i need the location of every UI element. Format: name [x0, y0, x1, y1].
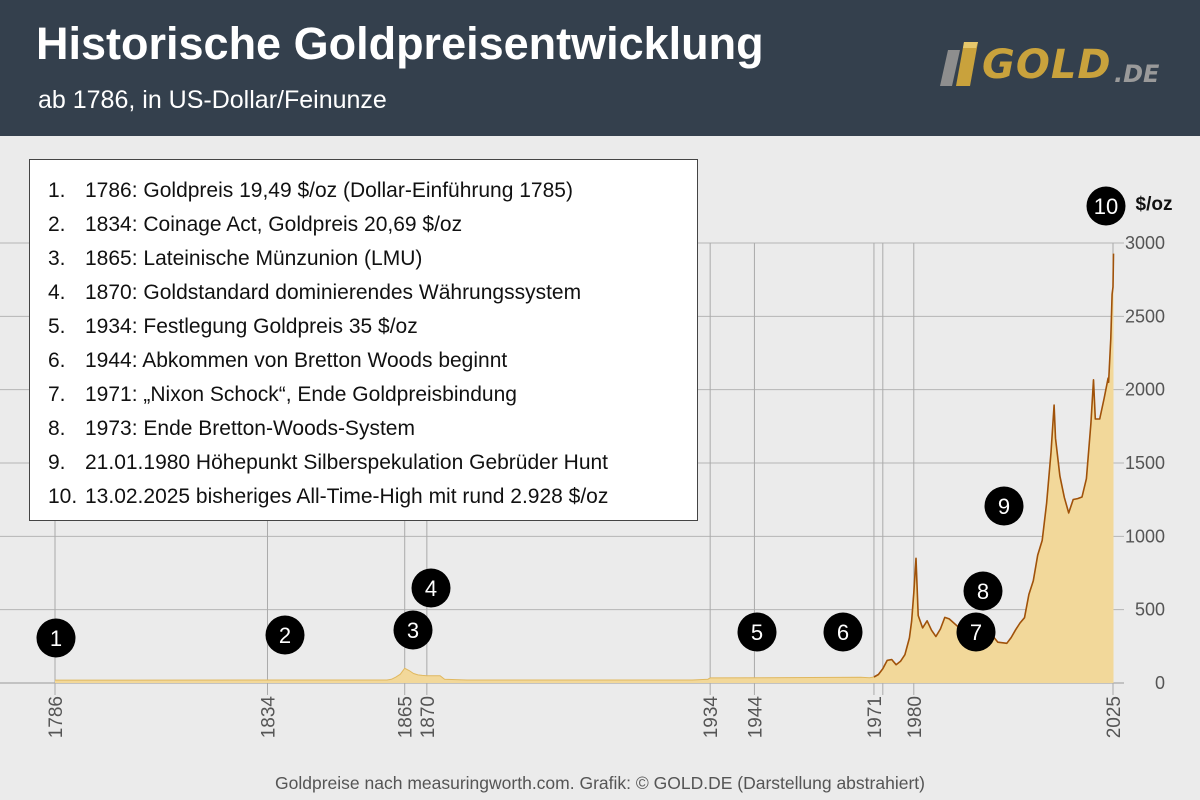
y-tick-label: 1000: [1125, 526, 1165, 546]
legend-item-number: 3.: [48, 247, 66, 270]
legend-item-number: 9.: [48, 451, 66, 474]
legend-item: 4. 1870: Goldstandard dominierendes Währu…: [48, 276, 697, 310]
event-marker-circle: [984, 486, 1024, 526]
event-marker-label: 5: [751, 620, 763, 645]
event-marker-circle: [737, 612, 777, 652]
event-marker-circle: [265, 615, 305, 655]
price-area: [54, 253, 1115, 683]
legend-item: 3. 1865: Lateinische Münzunion (LMU): [48, 242, 697, 276]
legend-item-number: 6.: [48, 349, 66, 372]
legend-item-text: 1971: „Nixon Schock“, Ende Goldpreisbind…: [85, 383, 517, 406]
event-marker-circle: [823, 612, 863, 652]
chart-title: Historische Goldpreisentwicklung: [36, 18, 764, 69]
event-marker-label: 4: [425, 576, 437, 601]
event-marker-label: 1: [50, 626, 62, 651]
event-marker-circle: [411, 568, 451, 608]
logo-wordmark: GOLD: [982, 42, 1112, 88]
event-marker-label: 6: [837, 620, 849, 645]
x-tick-label: 1870: [418, 696, 439, 738]
y-tick-label: 500: [1135, 600, 1165, 620]
legend-item-text: 1973: Ende Bretton-Woods-System: [85, 417, 415, 440]
event-marker-label: 8: [977, 579, 989, 604]
x-tick-label: 1934: [701, 696, 722, 739]
legend-item-number: 10.: [48, 485, 78, 508]
legend-item: 7. 1971: „Nixon Schock“, Ende Goldpreisbi…: [48, 378, 697, 412]
legend-item-number: 7.: [48, 383, 66, 406]
legend-item: 5. 1934: Festlegung Goldpreis 35 $/oz: [48, 310, 697, 344]
gold-bars-icon: [940, 42, 978, 86]
x-tick-label: 1786: [46, 696, 67, 738]
y-axis-unit-label: $/oz: [1136, 194, 1173, 215]
x-tick-label: 1944: [745, 696, 766, 739]
y-tick-label: 2500: [1125, 306, 1165, 326]
x-tick-label: 2025: [1104, 696, 1125, 738]
legend-item-number: 4.: [48, 281, 66, 304]
event-marker-label: 10: [1094, 194, 1118, 219]
y-tick-label: 2000: [1125, 380, 1165, 400]
y-tick-label: 1500: [1125, 453, 1165, 473]
legend-item: 10. 13.02.2025 bisheriges All-Time-High m…: [48, 480, 697, 514]
price-line: [873, 253, 1115, 678]
legend-item-text: 1865: Lateinische Münzunion (LMU): [85, 247, 423, 270]
legend-item-text: 1786: Goldpreis 19,49 $/oz (Dollar-Einfü…: [85, 179, 573, 202]
legend-item-number: 2.: [48, 213, 66, 236]
event-marker-circle: [393, 610, 433, 650]
x-tick-label: 1834: [258, 696, 279, 739]
legend-item-text: 21.01.1980 Höhepunkt Silberspekulation G…: [85, 451, 609, 474]
x-tick-label: 1971: [865, 696, 886, 738]
gold-de-logo: GOLD .DE: [934, 34, 1170, 96]
legend-item: 1. 1786: Goldpreis 19,49 $/oz (Dollar-Ein…: [48, 174, 697, 208]
legend-item: 9. 21.01.1980 Höhepunkt Silberspekulation…: [48, 446, 697, 480]
y-tick-label: 0: [1155, 673, 1165, 693]
chart-subtitle: ab 1786, in US-Dollar/Feinunze: [38, 86, 387, 114]
legend-item: 6. 1944: Abkommen von Bretton Woods begin…: [48, 344, 697, 378]
legend-item-text: 1934: Festlegung Goldpreis 35 $/oz: [85, 315, 418, 338]
legend-item-text: 13.02.2025 bisheriges All-Time-High mit …: [85, 485, 609, 508]
x-tick-label: 1865: [396, 696, 417, 738]
event-marker-circle: [956, 612, 996, 652]
event-marker-circle: [1086, 186, 1126, 226]
event-legend: 1. 1786: Goldpreis 19,49 $/oz (Dollar-Ein…: [29, 159, 698, 521]
legend-item-text: 1834: Coinage Act, Goldpreis 20,69 $/oz: [85, 213, 463, 236]
legend-item-number: 1.: [48, 179, 66, 202]
x-tick-label: 1980: [905, 696, 926, 738]
axis-ticks: 1786 1834 1865 1870 1934 1944 1971 1980 2025: [46, 696, 1125, 739]
legend-item-text: 1944: Abkommen von Bretton Woods beginnt: [85, 349, 508, 372]
event-markers: 1 2 34 5 6 7 8 9 10: [36, 186, 1126, 658]
legend-item-number: 5.: [48, 315, 66, 338]
event-marker-circle: [36, 618, 76, 658]
logo-suffix: .DE: [1114, 60, 1160, 88]
event-marker-circle: [963, 571, 1003, 611]
event-marker-label: 7: [970, 620, 982, 645]
event-marker-label: 2: [279, 623, 291, 648]
legend-list: 1. 1786: Goldpreis 19,49 $/oz (Dollar-Ein…: [48, 174, 697, 514]
event-marker-label: 3: [407, 618, 419, 643]
source-footer: Goldpreise nach measuringworth.com. Graf…: [275, 773, 925, 793]
legend-item-text: 1870: Goldstandard dominierendes Währung…: [85, 281, 582, 304]
y-tick-label: 3000: [1125, 233, 1165, 253]
event-marker-label: 9: [998, 494, 1010, 519]
legend-item: 8. 1973: Ende Bretton-Woods-System: [48, 412, 697, 446]
legend-item-number: 8.: [48, 417, 66, 440]
legend-item: 2. 1834: Coinage Act, Goldpreis 20,69 $/o…: [48, 208, 697, 242]
header-bar: Historische Goldpreisentwicklung ab 1786…: [0, 0, 1200, 136]
